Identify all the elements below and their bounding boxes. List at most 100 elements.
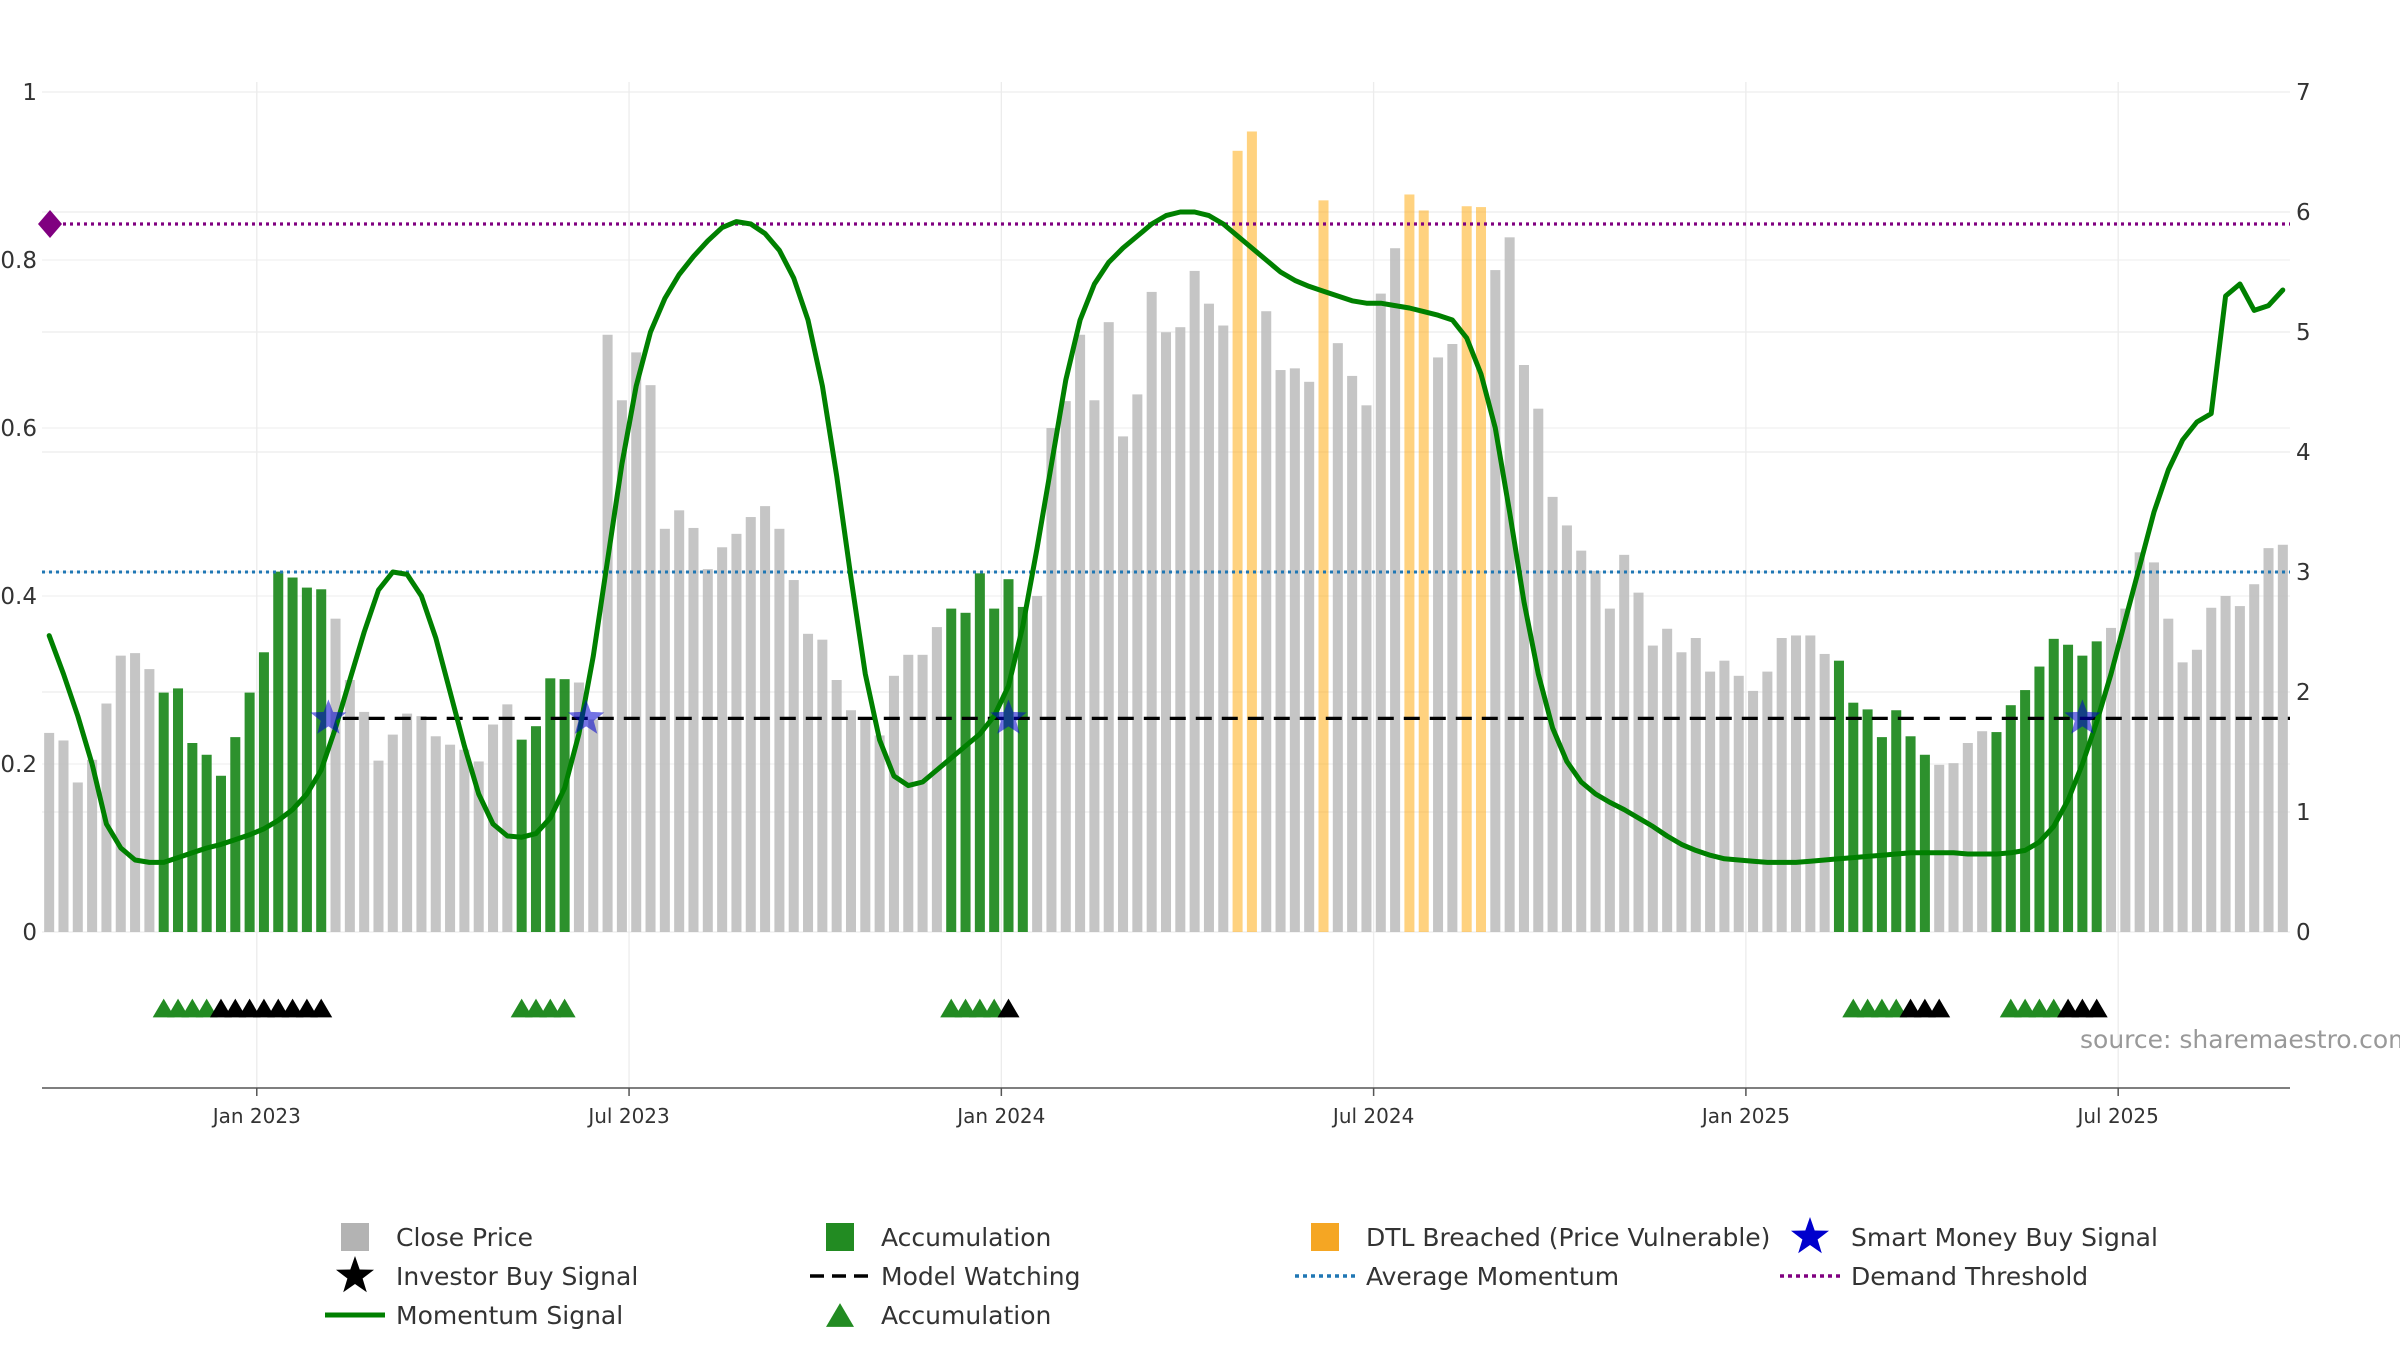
accumulation-bar [1876, 737, 1887, 932]
close-price-bar [1791, 635, 1802, 932]
accumulation-bar [2077, 655, 2088, 932]
dtl-breached-bar [1404, 194, 1415, 933]
investor-buy-triangle [224, 998, 247, 1018]
legend-label: Investor Buy Signal [396, 1262, 638, 1291]
accumulation-bar [258, 652, 269, 932]
close-price-bar [359, 711, 370, 932]
accumulation-bar [187, 743, 198, 932]
close-price-bar [130, 653, 141, 932]
close-price-bar [115, 655, 126, 932]
close-price-bar [1275, 370, 1286, 932]
close-price-bar [1690, 638, 1701, 932]
close-price-bar [1289, 368, 1300, 932]
close-price-bar [1518, 365, 1529, 932]
legend-item: Accumulation [826, 1301, 1051, 1330]
accumulation-bar [158, 692, 169, 932]
investor-buy-triangle [281, 998, 304, 1018]
close-price-bar [72, 782, 83, 932]
close-price-bar [1132, 394, 1143, 932]
close-price-bar [373, 760, 384, 932]
close-price-bar [1490, 270, 1501, 933]
y-right-tick-label: 2 [2296, 680, 2311, 706]
legend-label: Model Watching [881, 1262, 1081, 1291]
close-price-bar [1590, 570, 1601, 932]
investor-buy-triangle [2085, 998, 2108, 1018]
accumulation-bar [215, 775, 226, 932]
y-right-tick-label: 7 [2296, 80, 2311, 106]
close-price-bar [2234, 606, 2245, 932]
y-left-tick-label: 1 [22, 80, 37, 106]
close-price-bar [1819, 653, 1830, 932]
y-left-tick-label: 0.6 [0, 416, 37, 442]
accumulation-triangle [968, 998, 991, 1018]
close-price-bar [1060, 401, 1071, 932]
legend-triangle-icon [826, 1303, 854, 1327]
close-price-bar [1375, 293, 1386, 933]
accumulation-triangle [152, 998, 175, 1018]
accumulation-triangle [524, 998, 547, 1018]
close-price-bar [774, 528, 785, 932]
legend-label: Accumulation [881, 1223, 1051, 1252]
close-price-bar [2249, 584, 2260, 932]
close-price-bar [1762, 671, 1773, 932]
x-tick-label: Jan 2024 [955, 1104, 1045, 1128]
close-price-bar [831, 680, 842, 932]
legend-label: Average Momentum [1366, 1262, 1619, 1291]
legend-item: Average Momentum [1295, 1262, 1619, 1291]
close-price-bar [1118, 436, 1129, 932]
close-price-bar [1304, 381, 1315, 932]
accumulation-bar [989, 608, 1000, 932]
close-price-bar [402, 713, 413, 932]
close-price-bar [430, 736, 441, 932]
accumulation-bar [1848, 702, 1859, 932]
close-price-bar [1719, 660, 1730, 932]
close-price-bar [1561, 525, 1572, 932]
close-price-bar [344, 680, 355, 932]
accumulation-triangle [510, 998, 533, 1018]
close-price-bar [674, 510, 685, 932]
accumulation-bar [273, 571, 284, 932]
accumulation-bar [946, 608, 957, 932]
close-price-bar [860, 719, 871, 932]
close-price-bar [903, 654, 914, 932]
accumulation-triangle [539, 998, 562, 1018]
legend-swatch [1311, 1223, 1339, 1251]
close-price-bar [1647, 645, 1658, 932]
close-price-bar [659, 528, 670, 932]
x-tick-label: Jul 2023 [586, 1104, 669, 1128]
close-price-bar [1332, 343, 1343, 932]
accumulation-triangle [553, 998, 576, 1018]
accumulation-bar [1862, 709, 1873, 932]
investor-buy-triangle [997, 998, 1020, 1018]
legend-star-icon [1791, 1217, 1829, 1254]
investor-buy-triangle [2071, 998, 2094, 1018]
investor-buy-triangle [1928, 998, 1951, 1018]
investor-buy-triangle [1913, 998, 1936, 1018]
y-left-tick-label: 0.8 [0, 248, 37, 274]
close-price-bar [144, 669, 155, 932]
accumulation-triangle [181, 998, 204, 1018]
dtl-breached-bar [1232, 150, 1243, 933]
investor-buy-triangle [252, 998, 275, 1018]
source-label: source: sharemaestro.com [2080, 1025, 2400, 1054]
legend: Close Price Accumulation DTL Breached (Pri… [325, 1217, 2158, 1330]
y-right-tick-label: 5 [2296, 320, 2311, 346]
close-price-bar [874, 735, 885, 932]
momentum-signal [46, 209, 2286, 865]
close-price-bar [1805, 635, 1816, 932]
close-price-bar [87, 759, 98, 932]
close-price-bar [416, 716, 427, 932]
close-price-bar [58, 740, 69, 932]
close-price-bar [1433, 357, 1444, 932]
y-right-tick-label: 0 [2296, 920, 2311, 946]
close-price-bar [2206, 607, 2217, 932]
close-price-bar [788, 580, 799, 932]
close-price-bar [488, 724, 499, 932]
close-price-bar [473, 761, 484, 932]
accumulation-bar [530, 726, 541, 932]
close-price-bar [1103, 322, 1114, 932]
close-price-bar [387, 734, 398, 932]
accumulation-triangle [1870, 998, 1893, 1018]
legend-item: Accumulation [826, 1223, 1051, 1252]
